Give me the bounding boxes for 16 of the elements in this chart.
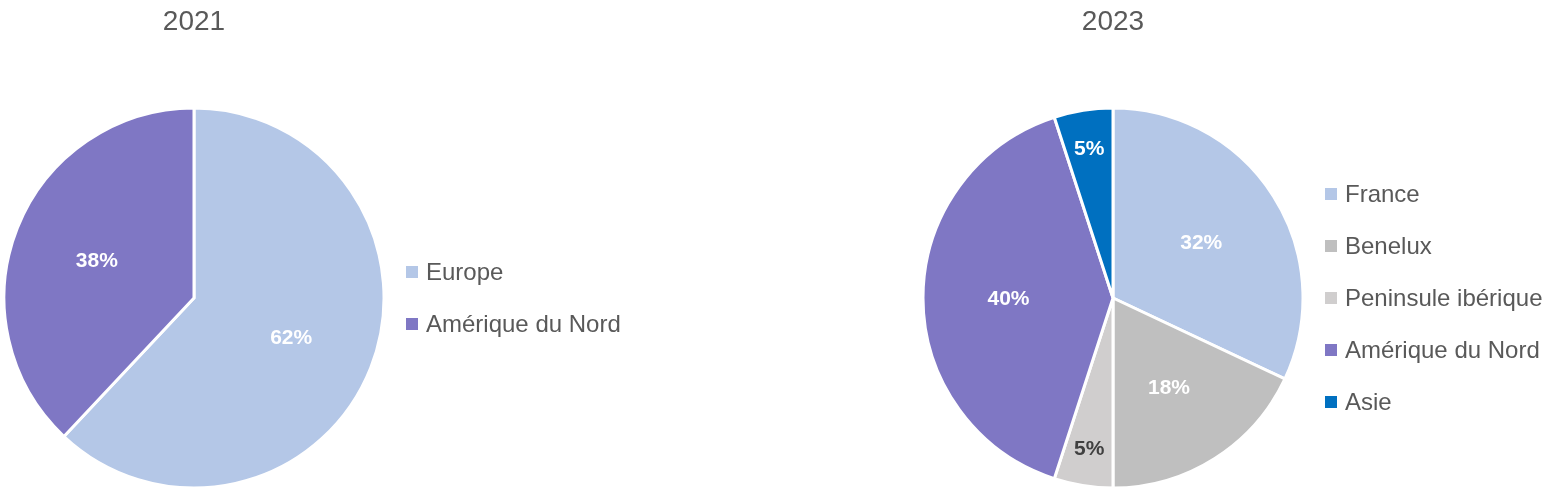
data-label: 5% <box>1074 136 1105 160</box>
chart-title: 2021 <box>162 5 226 36</box>
data-label: 62% <box>270 324 313 348</box>
legend-label: France <box>1345 180 1420 208</box>
data-label: 38% <box>75 247 119 271</box>
data-label: 18% <box>1147 374 1191 398</box>
data-label: 32% <box>1180 230 1223 254</box>
legend-label: Peninsule ibérique <box>1345 284 1543 312</box>
legend-label: Amérique du Nord <box>426 310 621 338</box>
legend-label: Benelux <box>1345 232 1432 260</box>
data-label: 5% <box>1074 436 1105 460</box>
legend-label: Europe <box>426 258 504 286</box>
legend-label: Amérique du Nord <box>1345 336 1540 364</box>
legend-label: Asie <box>1345 388 1392 416</box>
chart-title: 2023 <box>1081 5 1145 36</box>
data-label: 40% <box>987 286 1030 310</box>
